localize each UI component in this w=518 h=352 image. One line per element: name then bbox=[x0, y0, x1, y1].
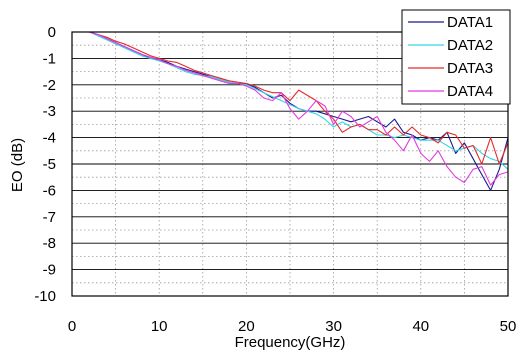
series-line-data4 bbox=[89, 31, 509, 186]
y-tick-label: -8 bbox=[43, 235, 56, 252]
x-tick-label: 20 bbox=[238, 318, 255, 335]
series-layer bbox=[89, 31, 509, 191]
y-tick-label: -10 bbox=[34, 288, 56, 305]
legend-item-data1: DATA1 bbox=[408, 14, 493, 31]
y-tick-label: -5 bbox=[43, 156, 56, 173]
x-tick-label: 30 bbox=[325, 318, 342, 335]
legend-label-data3: DATA3 bbox=[447, 60, 493, 77]
legend-item-data4: DATA4 bbox=[408, 83, 493, 100]
x-tick-label: 40 bbox=[412, 318, 429, 335]
x-axis-title: Frequency(GHz) bbox=[235, 334, 346, 351]
x-tick-label: 10 bbox=[151, 318, 168, 335]
legend-item-data3: DATA3 bbox=[408, 60, 493, 77]
legend-item-data2: DATA2 bbox=[408, 37, 493, 54]
legend: DATA1 DATA2 DATA3 DATA4 bbox=[401, 9, 511, 105]
x-tick-label: 50 bbox=[500, 318, 517, 335]
y-tick-label: -3 bbox=[43, 103, 56, 120]
y-tick-label: 0 bbox=[48, 24, 56, 41]
y-axis-title: EO (dB) bbox=[9, 138, 26, 192]
y-tick-label: -9 bbox=[43, 262, 56, 279]
legend-label-data1: DATA1 bbox=[447, 14, 493, 31]
grid-layer bbox=[72, 32, 508, 296]
legend-label-data2: DATA2 bbox=[447, 37, 493, 54]
x-tick-label: 0 bbox=[68, 318, 76, 335]
y-tick-label: -7 bbox=[43, 209, 56, 226]
y-tick-label: -6 bbox=[43, 182, 56, 199]
tick-labels: 0 -1 -2 -3 -4 -5 -6 -7 -8 -9 -10 0 10 20 30 40 50 bbox=[34, 24, 516, 335]
y-tick-label: -4 bbox=[43, 130, 56, 147]
y-tick-label: -1 bbox=[43, 50, 56, 67]
series-line-data2 bbox=[89, 31, 509, 170]
legend-label-data4: DATA4 bbox=[447, 83, 493, 100]
legend-box bbox=[401, 9, 511, 105]
plot-frame bbox=[71, 31, 509, 297]
y-tick-label: -2 bbox=[43, 77, 56, 94]
series-line-data3 bbox=[89, 31, 509, 165]
